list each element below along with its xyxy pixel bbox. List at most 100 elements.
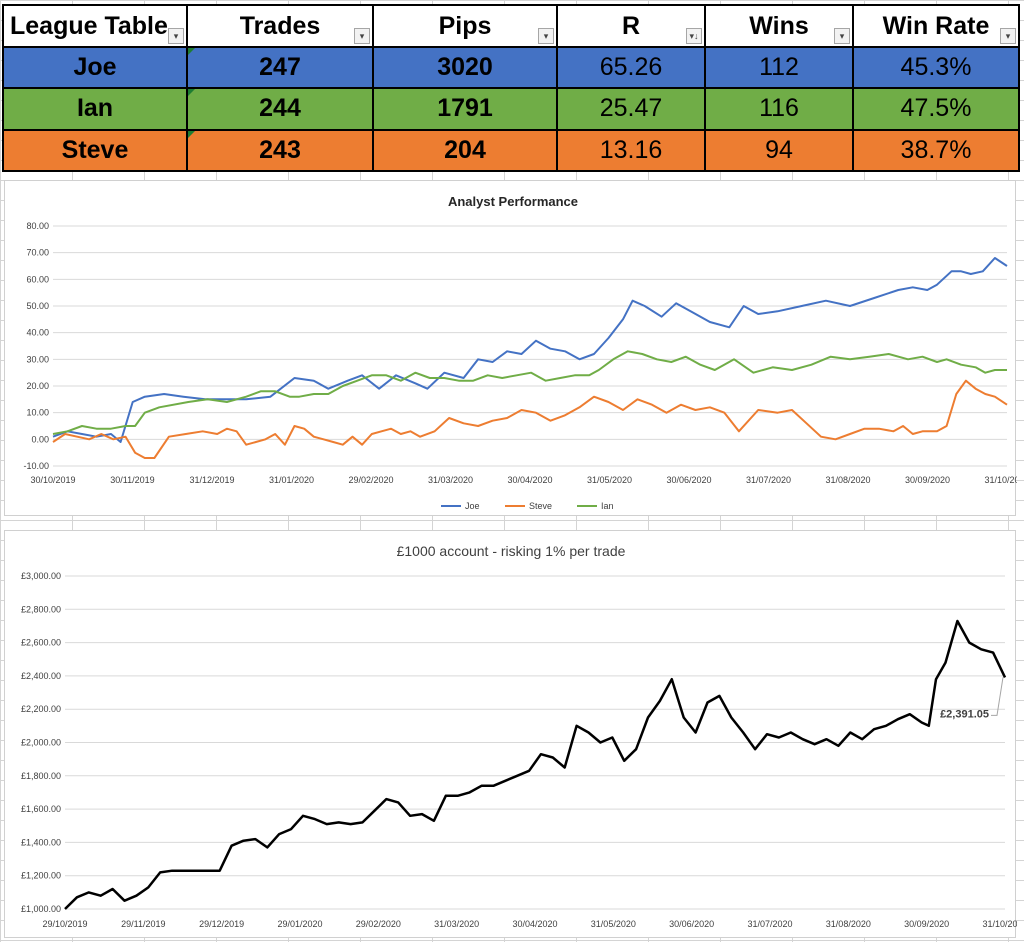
x-tick-label: 29/02/2020	[356, 919, 401, 929]
y-tick-label: £2,800.00	[21, 604, 61, 614]
cell-win-rate[interactable]: 45.3%	[852, 45, 1020, 90]
y-tick-label: £2,200.00	[21, 704, 61, 714]
x-tick-label: 30/10/2019	[30, 475, 75, 485]
x-tick-label: 31/03/2020	[428, 475, 473, 485]
cell-trades[interactable]: 244	[186, 87, 374, 131]
y-tick-label: £1,200.00	[21, 871, 61, 881]
header-label: Win Rate	[882, 11, 990, 40]
cell-win-rate[interactable]: 47.5%	[852, 87, 1020, 131]
league-row-joe: Joe 247 3020 65.26 112 45.3%	[2, 45, 1020, 90]
filter-dropdown-icon[interactable]: ▾	[834, 28, 850, 44]
account-balance-chart[interactable]: £1000 account - risking 1% per trade £1,0…	[4, 530, 1017, 938]
header-label: R	[621, 11, 641, 40]
filter-dropdown-icon[interactable]: ▾	[538, 28, 554, 44]
x-tick-label: 30/09/2020	[904, 919, 949, 929]
y-tick-label: £1,800.00	[21, 771, 61, 781]
y-tick-label: 50.00	[26, 301, 49, 311]
filter-dropdown-icon[interactable]: ▾	[1000, 28, 1016, 44]
y-tick-label: £2,400.00	[21, 671, 61, 681]
header-pips: Pips ▾	[372, 4, 558, 48]
series-line-ian	[52, 350, 1007, 435]
y-tick-label: 60.00	[26, 274, 49, 284]
legend-label-steve: Steve	[529, 501, 552, 511]
cell-wins[interactable]: 116	[704, 87, 854, 131]
league-table: League Table ▾ Trades ▾ Pips ▾ R ▾↓ Wins…	[2, 4, 1020, 173]
cell-note-marker	[189, 90, 195, 97]
y-tick-label: £2,600.00	[21, 638, 61, 648]
y-tick-label: £1,600.00	[21, 804, 61, 814]
y-tick-label: 40.00	[26, 328, 49, 338]
cell-note-marker	[189, 49, 195, 55]
y-tick-label: £2,000.00	[21, 738, 61, 748]
legend-label-ian: Ian	[601, 501, 614, 511]
header-r: R ▾↓	[556, 4, 706, 48]
cell-win-rate[interactable]: 38.7%	[852, 128, 1020, 173]
x-tick-label: 31/08/2020	[825, 475, 870, 485]
cell-name[interactable]: Ian	[2, 87, 188, 131]
x-tick-label: 31/07/2020	[747, 919, 792, 929]
league-row-ian: Ian 244 1791 25.47 116 47.5%	[2, 87, 1020, 131]
cell-r[interactable]: 13.16	[556, 128, 706, 173]
analyst-performance-svg: Analyst Performance -10.00 0.00 10.00 20.00 3…	[23, 194, 1017, 511]
x-tick-label: 31/05/2020	[587, 475, 632, 485]
y-tick-label: £3,000.00	[21, 571, 61, 581]
x-tick-label: 31/10/2020	[982, 919, 1017, 929]
x-tick-label: 31/01/2020	[269, 475, 314, 485]
x-tick-label: 31/10/2020	[984, 475, 1017, 485]
x-tick-label: 30/09/2020	[905, 475, 950, 485]
series-line-steve	[52, 379, 1008, 459]
header-label: Wins	[749, 11, 809, 40]
header-league-table: League Table ▾	[2, 4, 188, 48]
x-tick-label: 29/02/2020	[348, 475, 393, 485]
filter-dropdown-icon[interactable]: ▾	[168, 28, 184, 44]
league-header-row: League Table ▾ Trades ▾ Pips ▾ R ▾↓ Wins…	[2, 4, 1020, 48]
cell-r[interactable]: 25.47	[556, 87, 706, 131]
cell-name[interactable]: Joe	[2, 45, 188, 90]
x-tick-label: 30/06/2020	[666, 475, 711, 485]
account-balance-svg: £1000 account - risking 1% per trade £1,0…	[21, 543, 1017, 929]
x-tick-label: 31/07/2020	[746, 475, 791, 485]
x-tick-label: 30/04/2020	[507, 475, 552, 485]
x-tick-label: 31/12/2019	[189, 475, 234, 485]
x-tick-label: 31/03/2020	[434, 919, 479, 929]
x-tick-label: 30/06/2020	[669, 919, 714, 929]
series-line-joe	[52, 257, 1008, 443]
y-tick-label: -10.00	[23, 461, 49, 471]
y-tick-label: 20.00	[26, 381, 49, 391]
league-row-steve: Steve 243 204 13.16 94 38.7%	[2, 128, 1020, 173]
cell-pips[interactable]: 204	[372, 128, 558, 173]
y-tick-label: 10.00	[26, 408, 49, 418]
cell-name[interactable]: Steve	[2, 128, 188, 173]
x-tick-label: 29/11/2019	[121, 919, 165, 929]
cell-trades[interactable]: 247	[186, 45, 374, 90]
header-label: Pips	[438, 11, 492, 40]
chart-title: Analyst Performance	[448, 194, 578, 209]
analyst-performance-chart[interactable]: Analyst Performance -10.00 0.00 10.00 20.00 3…	[4, 180, 1017, 516]
cell-pips[interactable]: 3020	[372, 45, 558, 90]
y-tick-label: 70.00	[26, 248, 49, 258]
x-tick-label: 29/12/2019	[199, 919, 244, 929]
filter-dropdown-icon[interactable]: ▾	[354, 28, 370, 44]
x-tick-label: 29/01/2020	[277, 919, 322, 929]
cell-value: 243	[259, 135, 301, 164]
chart-title: £1000 account - risking 1% per trade	[397, 543, 626, 559]
cell-pips[interactable]: 1791	[372, 87, 558, 131]
sort-descending-filter-icon[interactable]: ▾↓	[686, 28, 702, 44]
y-tick-label: 30.00	[26, 354, 49, 364]
x-tick-label: 29/10/2019	[42, 919, 87, 929]
x-tick-label: 31/08/2020	[826, 919, 871, 929]
cell-r[interactable]: 65.26	[556, 45, 706, 90]
cell-value: 247	[259, 53, 301, 82]
x-tick-label: 30/04/2020	[512, 919, 557, 929]
cell-note-marker	[189, 131, 195, 138]
y-tick-label: £1,000.00	[21, 904, 61, 914]
y-tick-label: 0.00	[31, 434, 49, 444]
y-tick-label: 80.00	[26, 221, 49, 231]
cell-wins[interactable]: 94	[704, 128, 854, 173]
header-label: Trades	[239, 11, 321, 40]
header-label: League Table	[10, 11, 168, 40]
cell-value: 244	[259, 94, 301, 123]
cell-wins[interactable]: 112	[704, 45, 854, 90]
x-tick-label: 31/05/2020	[591, 919, 636, 929]
cell-trades[interactable]: 243	[186, 128, 374, 173]
